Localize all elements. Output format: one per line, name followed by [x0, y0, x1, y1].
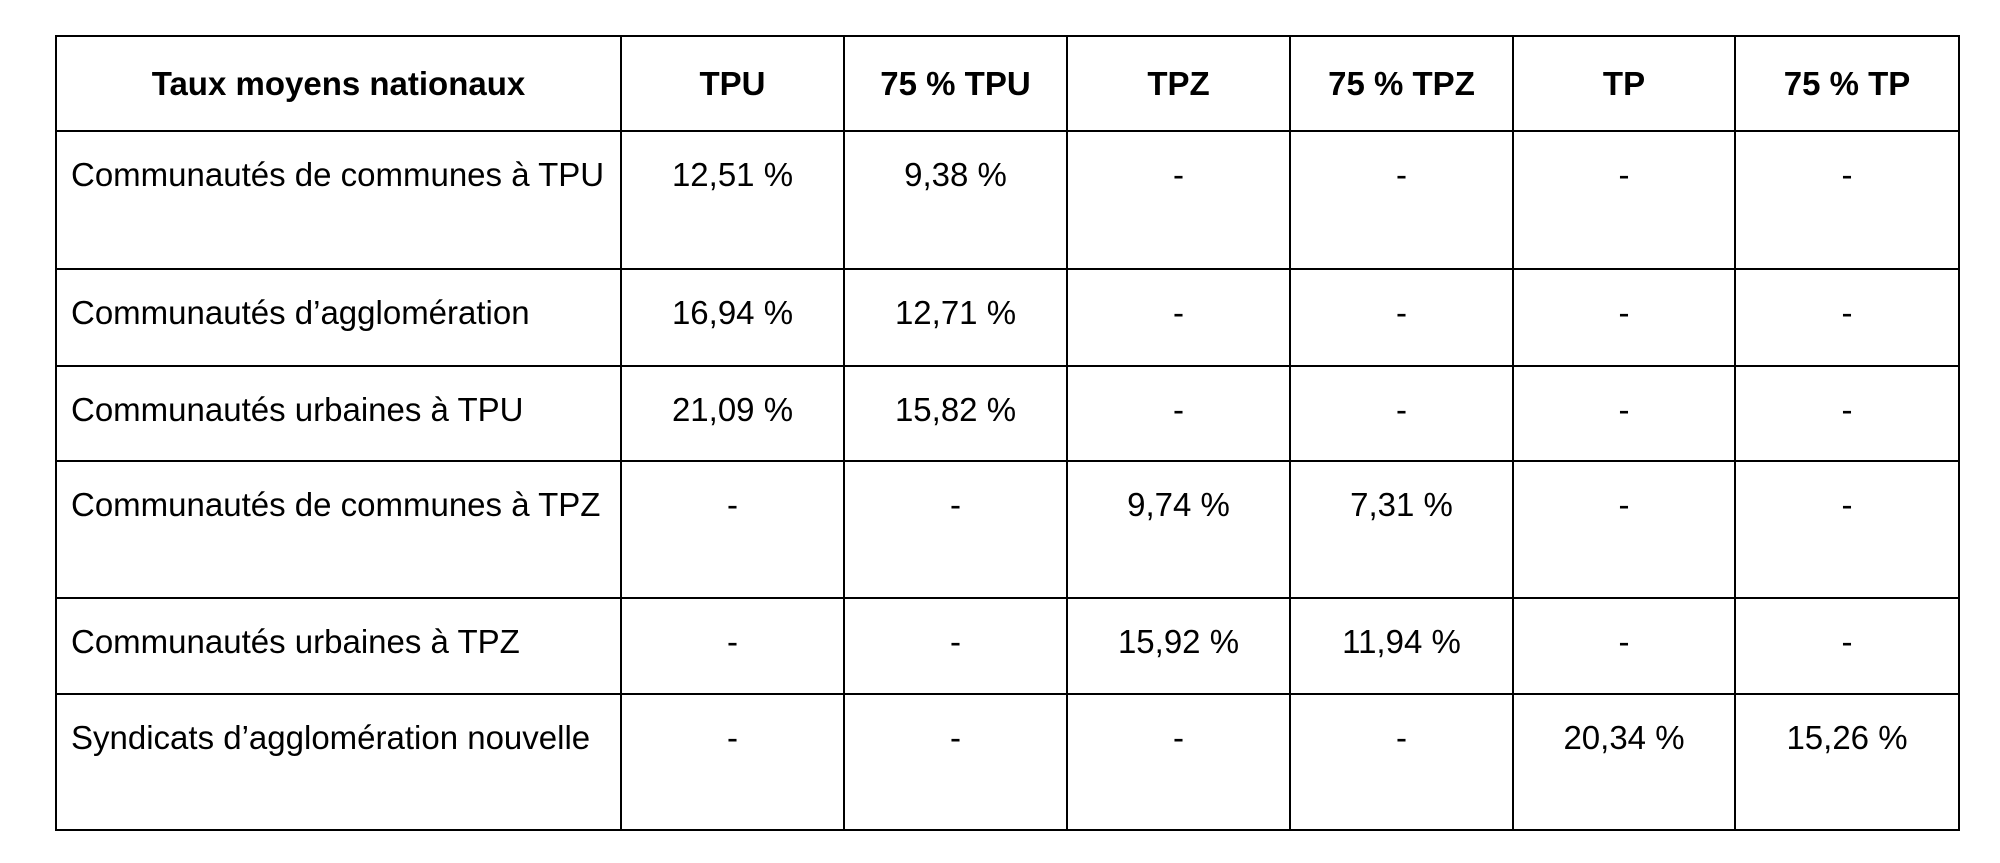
rate-cell: - [1289, 365, 1514, 462]
rate-cell: 15,82 % [843, 365, 1068, 462]
rate-cell: - [1734, 130, 1960, 270]
table-header: Taux moyens nationaux TPU 75 % TPU TPZ 75 % … [55, 35, 1960, 132]
rate-cell: - [1734, 268, 1960, 367]
header-cell: 75 % TPZ [1289, 35, 1514, 132]
rate-cell: 12,51 % [620, 130, 845, 270]
rate-cell: - [1734, 365, 1960, 462]
row-label: Communautés de communes à TPZ [55, 460, 622, 599]
rate-cell: - [1512, 460, 1736, 599]
rate-cell: - [1066, 268, 1291, 367]
header-row: Taux moyens nationaux TPU 75 % TPU TPZ 75 % … [55, 35, 1960, 132]
rate-cell: 11,94 % [1289, 597, 1514, 695]
rate-cell: - [1066, 365, 1291, 462]
row-label: Communautés urbaines à TPU [55, 365, 622, 462]
table-row: Syndicats d’agglomération nouvelle - - - -20… [55, 693, 1960, 831]
rate-cell: - [620, 693, 845, 831]
rate-cell: 15,92 % [1066, 597, 1291, 695]
rate-cell: 9,38 % [843, 130, 1068, 270]
rate-cell: 21,09 % [620, 365, 845, 462]
rate-cell: - [843, 460, 1068, 599]
table-row: Communautés de communes à TPZ - -9,74 % 7,3… [55, 460, 1960, 599]
row-label: Communautés d’agglomération [55, 268, 622, 367]
rate-cell: - [1734, 460, 1960, 599]
header-cell: TPZ [1066, 35, 1291, 132]
header-cell: 75 % TP [1734, 35, 1960, 132]
row-label: Syndicats d’agglomération nouvelle [55, 693, 622, 831]
rates-table: Taux moyens nationaux TPU 75 % TPU TPZ 75 % … [55, 35, 1960, 831]
header-cell: TPU [620, 35, 845, 132]
rate-cell: - [1066, 130, 1291, 270]
rate-cell: - [1512, 597, 1736, 695]
rate-cell: - [843, 693, 1068, 831]
rate-cell: 9,74 % [1066, 460, 1291, 599]
rate-cell: 20,34 % [1512, 693, 1736, 831]
header-cell: Taux moyens nationaux [55, 35, 622, 132]
header-cell: 75 % TPU [843, 35, 1068, 132]
rate-cell: - [1512, 268, 1736, 367]
table-row: Communautés d’agglomération 16,94 % 12,71 … [55, 268, 1960, 367]
header-cell: TP [1512, 35, 1736, 132]
rate-cell: - [1512, 130, 1736, 270]
table-row: Communautés urbaines à TPZ - -15,92 % 11,94… [55, 597, 1960, 695]
rate-cell: - [1289, 130, 1514, 270]
rate-cell: - [1734, 597, 1960, 695]
rate-cell: - [1512, 365, 1736, 462]
table-container: Taux moyens nationaux TPU 75 % TPU TPZ 75 % … [55, 35, 1960, 831]
rate-cell: - [620, 460, 845, 599]
rate-cell: 15,26 % [1734, 693, 1960, 831]
rate-cell: - [1066, 693, 1291, 831]
rate-cell: 16,94 % [620, 268, 845, 367]
rate-cell: - [620, 597, 845, 695]
rate-cell: - [1289, 693, 1514, 831]
rate-cell: - [1289, 268, 1514, 367]
rate-cell: 12,71 % [843, 268, 1068, 367]
rate-cell: - [843, 597, 1068, 695]
table-row: Communautés urbaines à TPU 21,09 % 15,82 %… [55, 365, 1960, 462]
row-label: Communautés urbaines à TPZ [55, 597, 622, 695]
table-body: Communautés de communes à TPU 12,51 % 9,38… [55, 130, 1960, 831]
table-row: Communautés de communes à TPU 12,51 % 9,38… [55, 130, 1960, 270]
row-label: Communautés de communes à TPU [55, 130, 622, 270]
rate-cell: 7,31 % [1289, 460, 1514, 599]
